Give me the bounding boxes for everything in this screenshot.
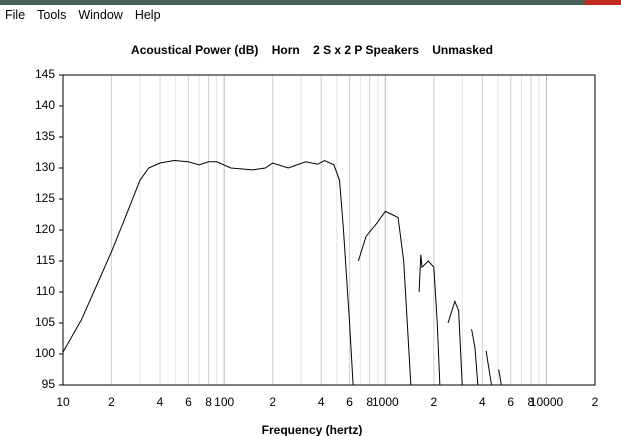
menu-bar: File Tools Window Help	[0, 5, 621, 25]
plot-frame	[62, 74, 596, 386]
x-tick-label: 2	[430, 395, 437, 409]
y-tick-label: 120	[35, 222, 55, 236]
x-tick-label: 2	[592, 395, 599, 409]
menu-item[interactable]: Window	[78, 8, 123, 22]
x-tick-label: 2	[108, 395, 115, 409]
chart-title: Acoustical Power (dB) Horn 2 S x 2 P Spe…	[131, 43, 493, 57]
x-tick-label: 10	[56, 395, 70, 409]
x-tick-label: 2	[269, 395, 276, 409]
x-axis-label: Frequency (hertz)	[262, 423, 363, 436]
y-tick-label: 110	[36, 284, 55, 298]
x-tick-label: 4	[479, 395, 486, 409]
x-tick-label: 10000	[530, 395, 564, 409]
y-tick-label: 135	[35, 129, 55, 143]
y-tick-label: 105	[35, 315, 55, 329]
menu-item[interactable]: Tools	[37, 8, 67, 22]
x-tick-label: 8	[205, 395, 212, 409]
x-tick-label: 4	[157, 395, 164, 409]
x-tick-label: 1000	[372, 395, 399, 409]
y-tick-label: 140	[35, 98, 55, 112]
close-button[interactable]	[585, 0, 621, 5]
data-line	[63, 160, 502, 385]
chart: Acoustical Power (dB) Horn 2 S x 2 P Spe…	[35, 43, 599, 436]
x-tick-label: 8	[528, 395, 535, 409]
x-tick-label: 8	[366, 395, 373, 409]
x-tick-label: 6	[185, 395, 192, 409]
y-tick-label: 130	[35, 160, 55, 174]
y-tick-label: 115	[36, 253, 55, 267]
menu-item[interactable]: File	[5, 8, 26, 22]
y-tick-label: 95	[42, 377, 56, 391]
y-tick-label: 145	[35, 67, 55, 81]
menu-item[interactable]: Help	[134, 8, 161, 22]
title-bar	[0, 0, 621, 5]
y-tick-label: 100	[35, 346, 55, 360]
y-tick-label: 125	[35, 191, 55, 205]
x-tick-label: 4	[318, 395, 325, 409]
x-tick-label: 100	[214, 395, 234, 409]
x-tick-label: 6	[507, 395, 514, 409]
x-tick-label: 6	[346, 395, 353, 409]
